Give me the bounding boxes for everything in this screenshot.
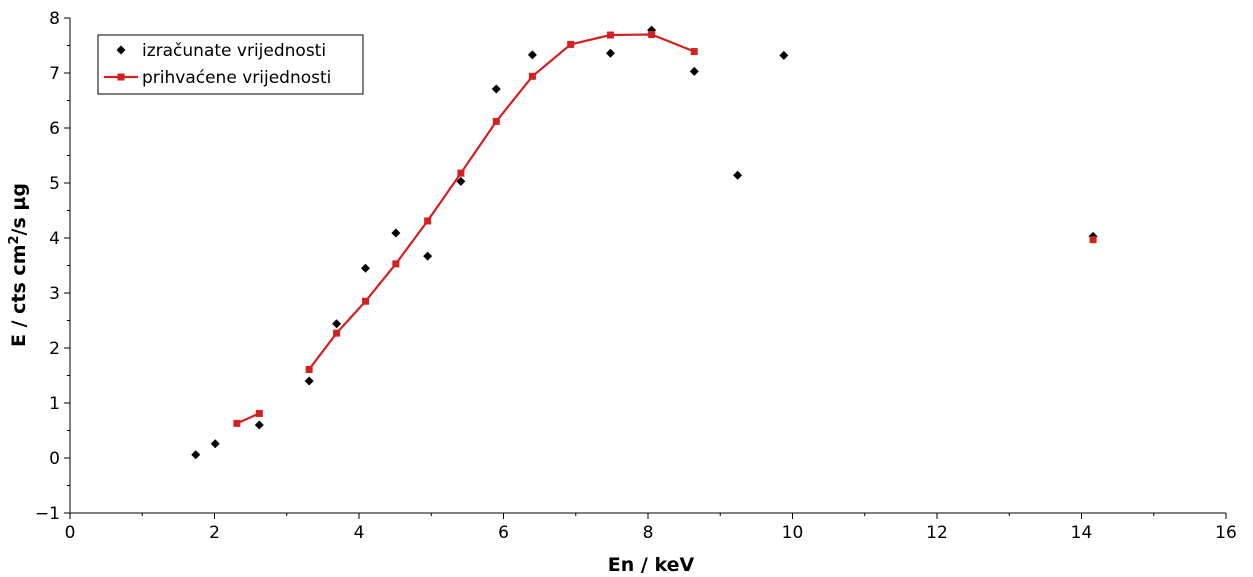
y-tick-label: 5 [49, 174, 60, 194]
data-point-izracunate [689, 66, 699, 76]
data-point-prihvacene [233, 419, 241, 427]
data-layer [191, 25, 1098, 460]
data-point-izracunate [361, 263, 371, 273]
x-tick-label: 8 [643, 523, 654, 543]
data-point-prihvacene [690, 48, 698, 56]
data-point-izracunate [391, 228, 401, 238]
series-line-prihvacene [236, 412, 260, 425]
data-point-prihvacene [567, 40, 575, 48]
data-point-prihvacene [424, 217, 432, 225]
data-point-prihvacene [305, 365, 313, 373]
data-point-izracunate [191, 450, 201, 460]
y-tick-label: 7 [49, 64, 60, 84]
data-point-izracunate [423, 251, 433, 261]
legend-label-izracunate: izračunate vrijednosti [142, 41, 326, 61]
x-tick-label: 16 [1215, 523, 1237, 543]
data-point-prihvacene [255, 409, 263, 417]
legend-marker-izracunate [116, 45, 126, 55]
legend-label-prihvacene: prihvaćene vrijednosti [142, 68, 331, 88]
x-tick-label: 2 [209, 523, 220, 543]
y-tick-label: 6 [49, 119, 60, 139]
legend: izračunate vrijednosti prihvaćene vrijedn… [97, 34, 364, 95]
data-point-izracunate [332, 319, 342, 329]
data-point-prihvacene [392, 260, 400, 268]
data-point-prihvacene [606, 31, 614, 39]
y-axis-title-tail: /s µg [8, 183, 30, 235]
data-point-prihvacene [333, 329, 341, 337]
y-tick-label: 2 [49, 339, 60, 359]
y-tick-label: 1 [49, 394, 60, 414]
y-axis-title: E / cts cm2/s µg [7, 183, 30, 347]
data-point-prihvacene [648, 31, 656, 38]
data-point-izracunate [254, 420, 264, 430]
y-tick-label: 8 [49, 9, 60, 29]
x-tick-label: 0 [65, 523, 76, 543]
x-tick-label: 4 [354, 523, 365, 543]
x-tick-label: 14 [1071, 523, 1093, 543]
data-point-izracunate [304, 376, 314, 386]
y-tick-label: −1 [35, 504, 60, 524]
data-point-prihvacene [528, 72, 536, 80]
series-line-prihvacene [308, 33, 695, 371]
data-point-prihvacene [1089, 236, 1097, 244]
data-point-izracunate [527, 50, 537, 60]
data-point-izracunate [779, 50, 789, 60]
y-axis-title-sup: 2 [7, 235, 22, 244]
data-point-izracunate [210, 439, 220, 449]
legend-box [97, 34, 364, 95]
y-tick-label: 4 [49, 229, 60, 249]
y-tick-label: 0 [49, 449, 60, 469]
y-tick-label: 3 [49, 284, 60, 304]
data-point-izracunate [733, 170, 743, 180]
x-tick-label: 12 [926, 523, 948, 543]
data-point-izracunate [491, 84, 501, 94]
legend-marker-prihvacene [117, 73, 125, 81]
data-point-izracunate [456, 176, 466, 186]
y-axis-title-main: E / cts cm [8, 245, 30, 347]
x-tick-label: 6 [498, 523, 509, 543]
x-tick-label: 10 [782, 523, 804, 543]
x-axis-title: En / keV [608, 554, 695, 576]
data-point-prihvacene [362, 297, 370, 305]
data-point-prihvacene [492, 117, 500, 125]
data-point-prihvacene [457, 169, 465, 177]
data-point-izracunate [605, 48, 615, 58]
